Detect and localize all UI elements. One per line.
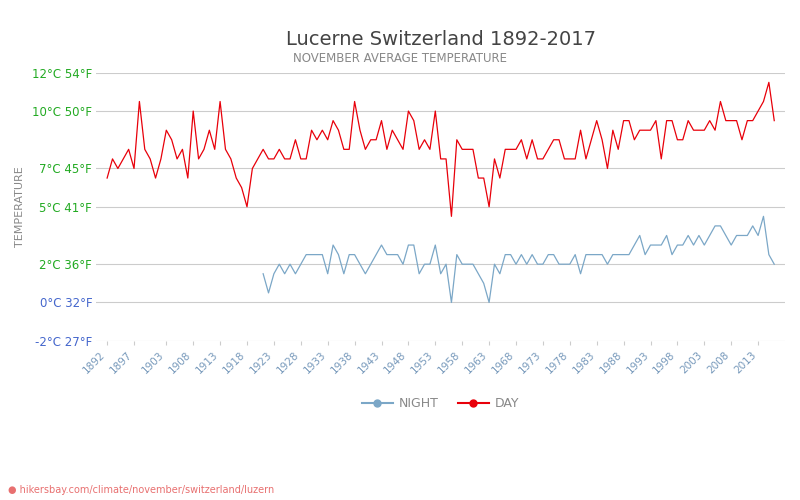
Y-axis label: TEMPERATURE: TEMPERATURE: [15, 166, 25, 247]
Text: NOVEMBER AVERAGE TEMPERATURE: NOVEMBER AVERAGE TEMPERATURE: [293, 52, 507, 66]
Text: ● hikersbay.com/climate/november/switzerland/luzern: ● hikersbay.com/climate/november/switzer…: [8, 485, 274, 495]
Legend: NIGHT, DAY: NIGHT, DAY: [357, 392, 525, 415]
Title: Lucerne Switzerland 1892-2017: Lucerne Switzerland 1892-2017: [286, 30, 596, 49]
